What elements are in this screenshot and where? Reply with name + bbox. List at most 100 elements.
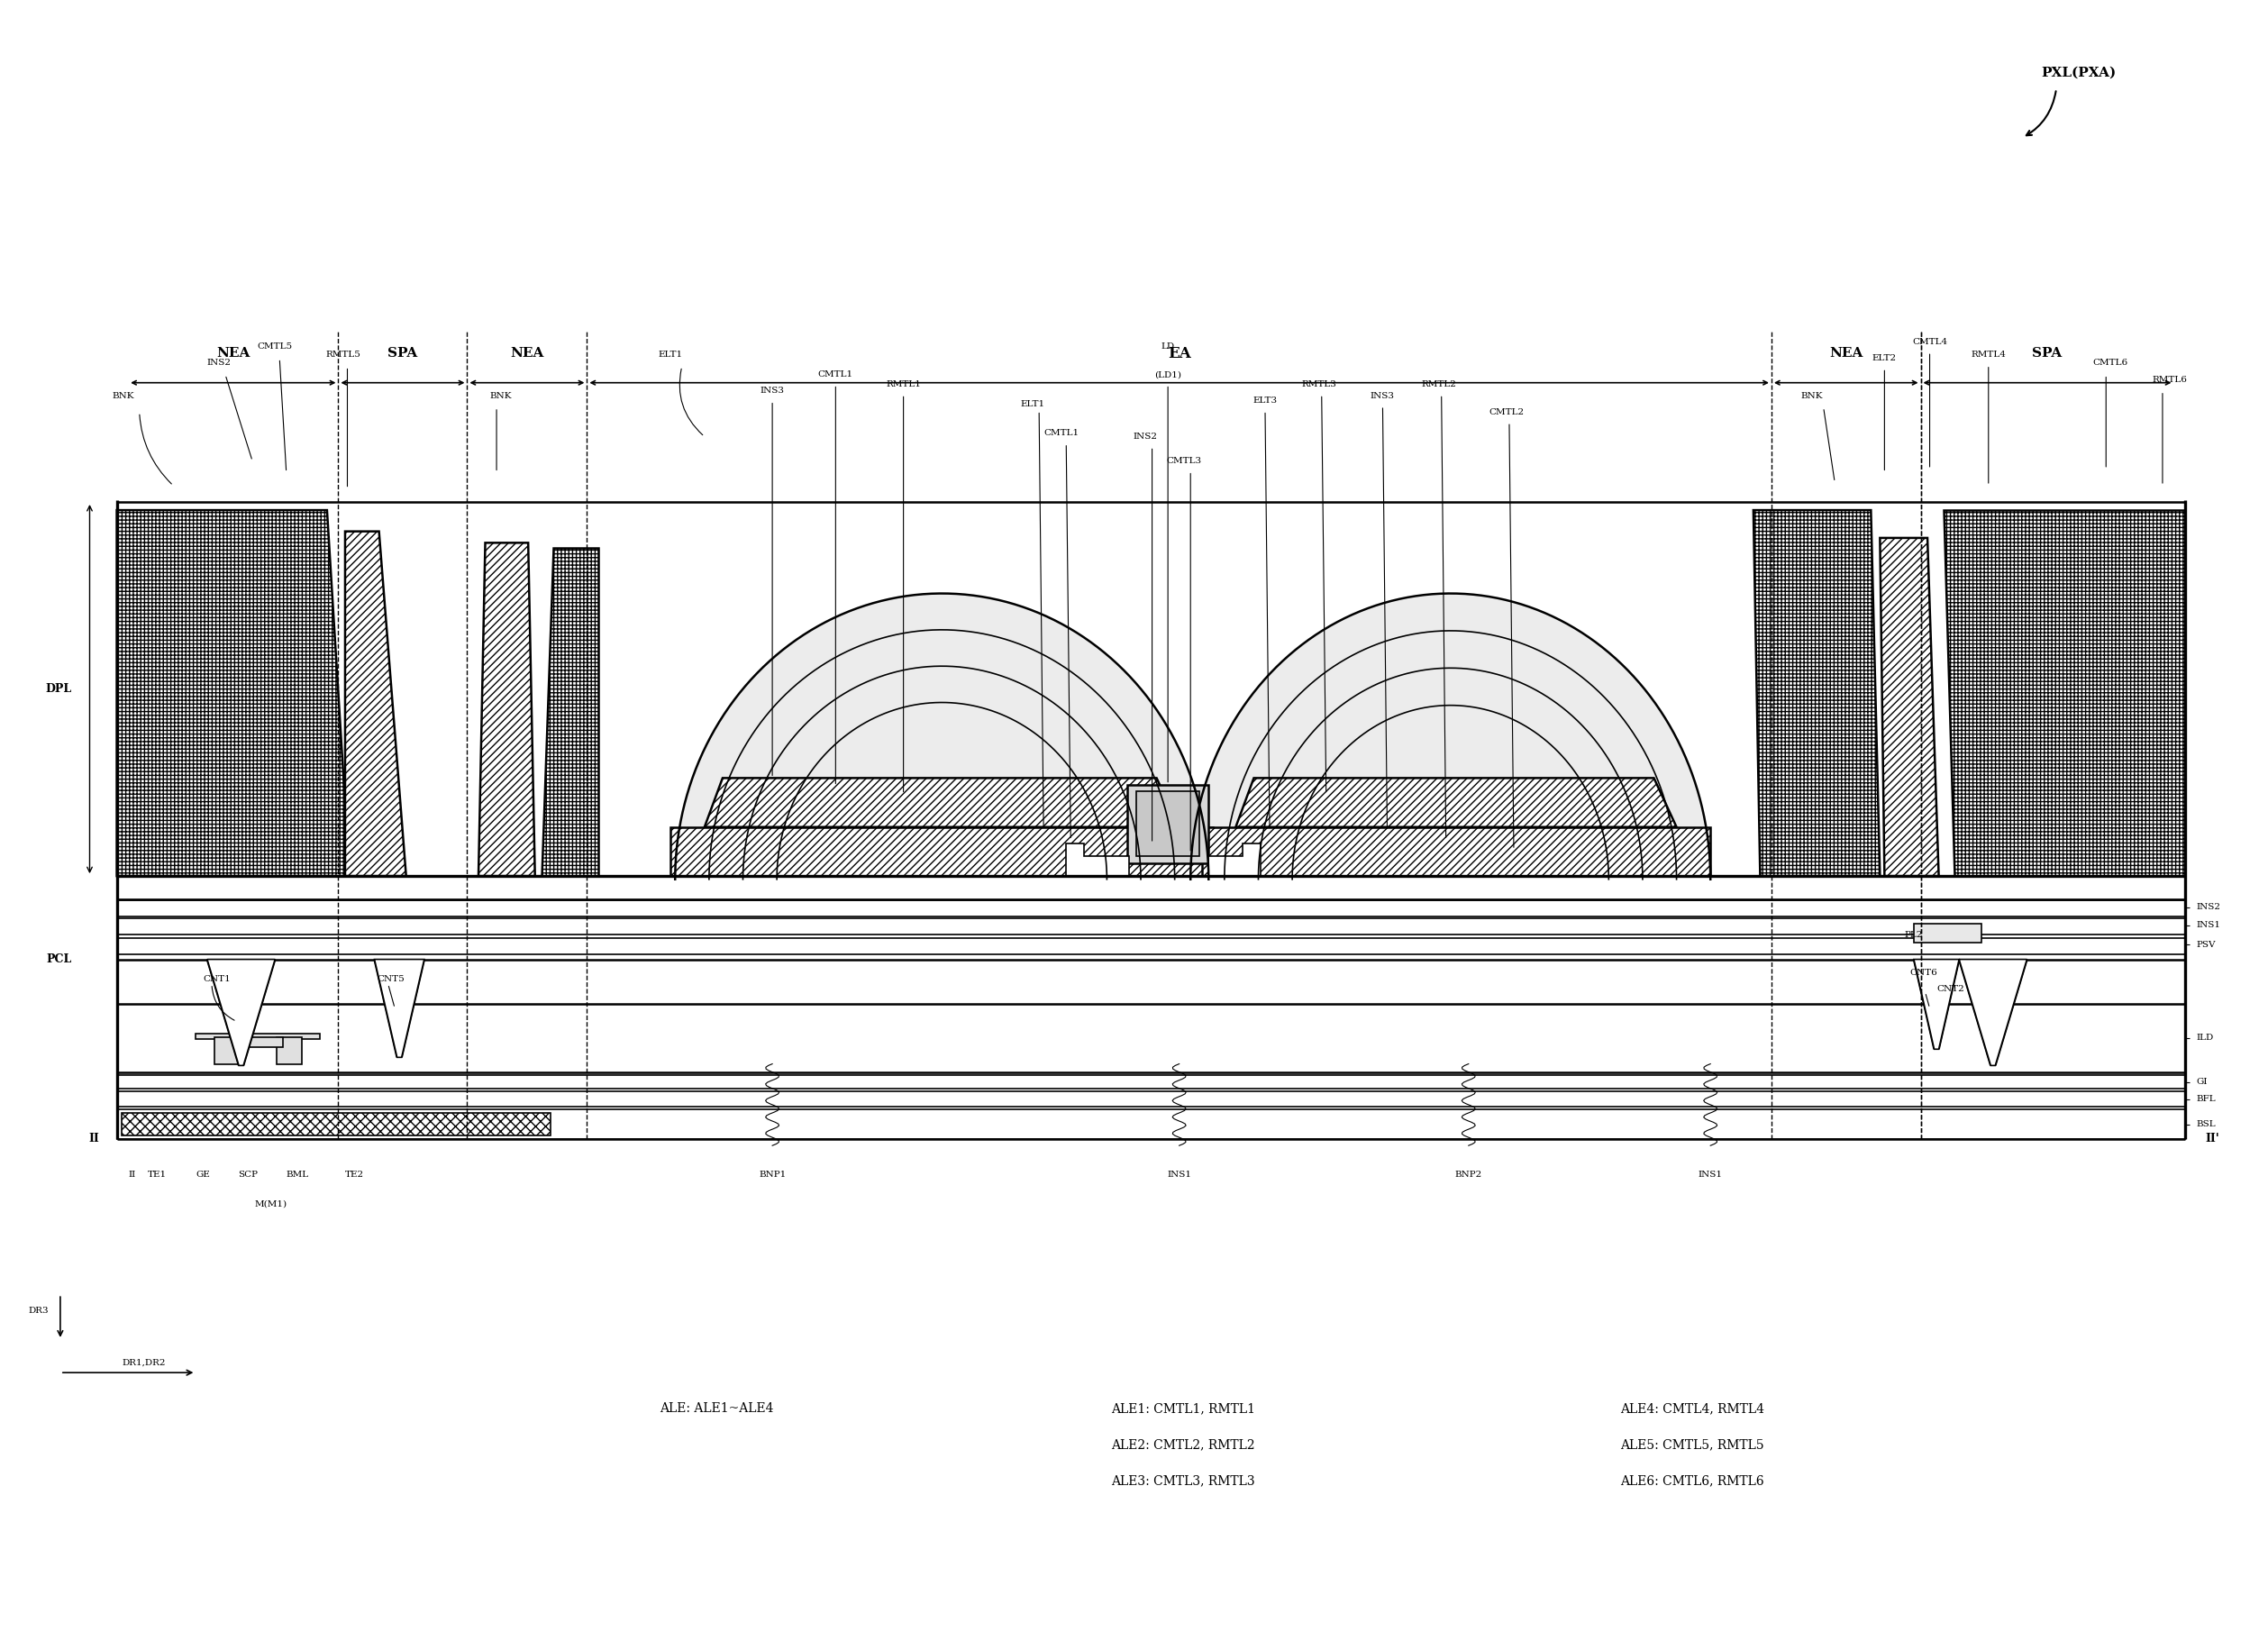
- Polygon shape: [345, 532, 406, 876]
- Text: BML: BML: [286, 1172, 308, 1178]
- Bar: [215, 1037, 240, 1063]
- Text: SCP: SCP: [238, 1172, 259, 1178]
- Text: INS3: INS3: [760, 387, 785, 395]
- Text: II': II': [2204, 1134, 2220, 1145]
- Text: INS2: INS2: [1134, 433, 1157, 441]
- Polygon shape: [1880, 538, 1939, 876]
- Text: CMTL6: CMTL6: [2093, 359, 2127, 368]
- Text: CMTL3: CMTL3: [1166, 458, 1202, 464]
- Text: PSV: PSV: [2195, 940, 2216, 948]
- Text: II: II: [127, 1172, 136, 1178]
- Text: CMTL4: CMTL4: [1912, 338, 1948, 346]
- Polygon shape: [374, 960, 424, 1057]
- Text: CNT1: CNT1: [202, 975, 231, 983]
- Text: RMTL2: RMTL2: [1422, 381, 1456, 389]
- Text: BNK: BNK: [111, 392, 134, 400]
- Bar: [277, 1037, 302, 1063]
- Polygon shape: [1753, 510, 1880, 876]
- Bar: [116, 939, 2184, 955]
- Text: ILD: ILD: [2195, 1034, 2214, 1042]
- Text: SPA: SPA: [2032, 346, 2062, 359]
- Polygon shape: [206, 960, 274, 1065]
- Text: INS2: INS2: [206, 359, 231, 368]
- Text: CMTL2: CMTL2: [1490, 409, 1524, 417]
- Bar: [116, 1003, 2184, 1072]
- Text: BSL: BSL: [2195, 1121, 2216, 1129]
- Polygon shape: [1066, 843, 1129, 876]
- Text: NEA: NEA: [215, 346, 249, 359]
- Text: INS1: INS1: [1168, 1172, 1191, 1178]
- Polygon shape: [1960, 960, 2028, 1065]
- Text: TE2: TE2: [345, 1172, 363, 1178]
- Text: RMTL3: RMTL3: [1302, 381, 1336, 389]
- Text: BNK: BNK: [490, 392, 513, 400]
- Text: (LD1): (LD1): [1154, 371, 1182, 379]
- Text: GI: GI: [2195, 1078, 2207, 1086]
- Text: ALE4: CMTL4, RMTL4: ALE4: CMTL4, RMTL4: [1619, 1403, 1765, 1415]
- Text: M(M1): M(M1): [254, 1200, 286, 1208]
- Text: NEA: NEA: [510, 346, 544, 359]
- Text: RMTL5: RMTL5: [324, 351, 361, 359]
- Text: RMTL6: RMTL6: [2152, 376, 2186, 384]
- Text: SPA: SPA: [388, 346, 417, 359]
- Polygon shape: [1209, 843, 1261, 876]
- Text: PXL(PXA): PXL(PXA): [2041, 66, 2116, 79]
- Polygon shape: [1202, 827, 1710, 876]
- Text: CMTL1: CMTL1: [1043, 430, 1080, 438]
- Text: INS3: INS3: [1370, 392, 1395, 400]
- Text: BNK: BNK: [1801, 392, 1823, 400]
- Bar: [116, 1091, 2184, 1106]
- Bar: [1914, 924, 1982, 944]
- Text: DR3: DR3: [29, 1306, 50, 1314]
- Polygon shape: [1944, 510, 2184, 876]
- Polygon shape: [542, 548, 599, 876]
- Bar: [195, 1034, 320, 1039]
- Text: RMTL4: RMTL4: [1971, 351, 2005, 359]
- Bar: [1136, 791, 1200, 857]
- Text: INS1: INS1: [2195, 921, 2220, 929]
- Bar: [116, 901, 2184, 917]
- Text: ALE6: CMTL6, RMTL6: ALE6: CMTL6, RMTL6: [1619, 1474, 1765, 1487]
- Polygon shape: [1191, 594, 1710, 880]
- Text: DPL: DPL: [45, 683, 73, 694]
- Bar: [116, 1109, 2184, 1139]
- Text: ALE3: CMTL3, RMTL3: ALE3: CMTL3, RMTL3: [1111, 1474, 1254, 1487]
- Text: ALE: ALE1~ALE4: ALE: ALE1~ALE4: [660, 1403, 773, 1415]
- Text: BNP2: BNP2: [1456, 1172, 1483, 1178]
- Bar: [116, 876, 2184, 899]
- Polygon shape: [479, 543, 535, 876]
- Text: ALE1: CMTL1, RMTL1: ALE1: CMTL1, RMTL1: [1111, 1403, 1256, 1415]
- Bar: [234, 1037, 284, 1047]
- Polygon shape: [1914, 960, 1960, 1049]
- Text: EA: EA: [1168, 346, 1191, 361]
- Text: PL2: PL2: [1905, 930, 1923, 939]
- Text: ELT3: ELT3: [1252, 397, 1277, 405]
- Text: CNT5: CNT5: [376, 975, 404, 983]
- Text: BFL: BFL: [2195, 1095, 2216, 1103]
- Text: ELT2: ELT2: [1873, 354, 1896, 363]
- Text: INS1: INS1: [1699, 1172, 1724, 1178]
- Text: RMTL1: RMTL1: [887, 381, 921, 389]
- Text: NEA: NEA: [1830, 346, 1862, 359]
- Text: ELT1: ELT1: [658, 351, 683, 359]
- Text: GE: GE: [195, 1172, 211, 1178]
- Text: ALE5: CMTL5, RMTL5: ALE5: CMTL5, RMTL5: [1619, 1438, 1765, 1451]
- Text: DR1,DR2: DR1,DR2: [122, 1359, 166, 1367]
- Text: II: II: [88, 1134, 100, 1145]
- Bar: [1127, 784, 1209, 863]
- Text: INS2: INS2: [2195, 903, 2220, 911]
- Text: CNT6: CNT6: [1910, 968, 1937, 976]
- Bar: [116, 919, 2184, 935]
- Bar: [116, 1075, 2184, 1088]
- Text: TE1: TE1: [147, 1172, 168, 1178]
- Polygon shape: [671, 827, 1213, 876]
- Text: CNT2: CNT2: [1937, 985, 1964, 993]
- Text: CMTL1: CMTL1: [819, 371, 853, 379]
- Text: ELT1: ELT1: [1021, 400, 1046, 409]
- Text: CMTL5: CMTL5: [256, 343, 293, 351]
- Text: ALE2: CMTL2, RMTL2: ALE2: CMTL2, RMTL2: [1111, 1438, 1254, 1451]
- Text: BNP1: BNP1: [760, 1172, 787, 1178]
- Polygon shape: [116, 510, 349, 876]
- Text: LD: LD: [1161, 343, 1175, 351]
- Text: PCL: PCL: [45, 953, 73, 965]
